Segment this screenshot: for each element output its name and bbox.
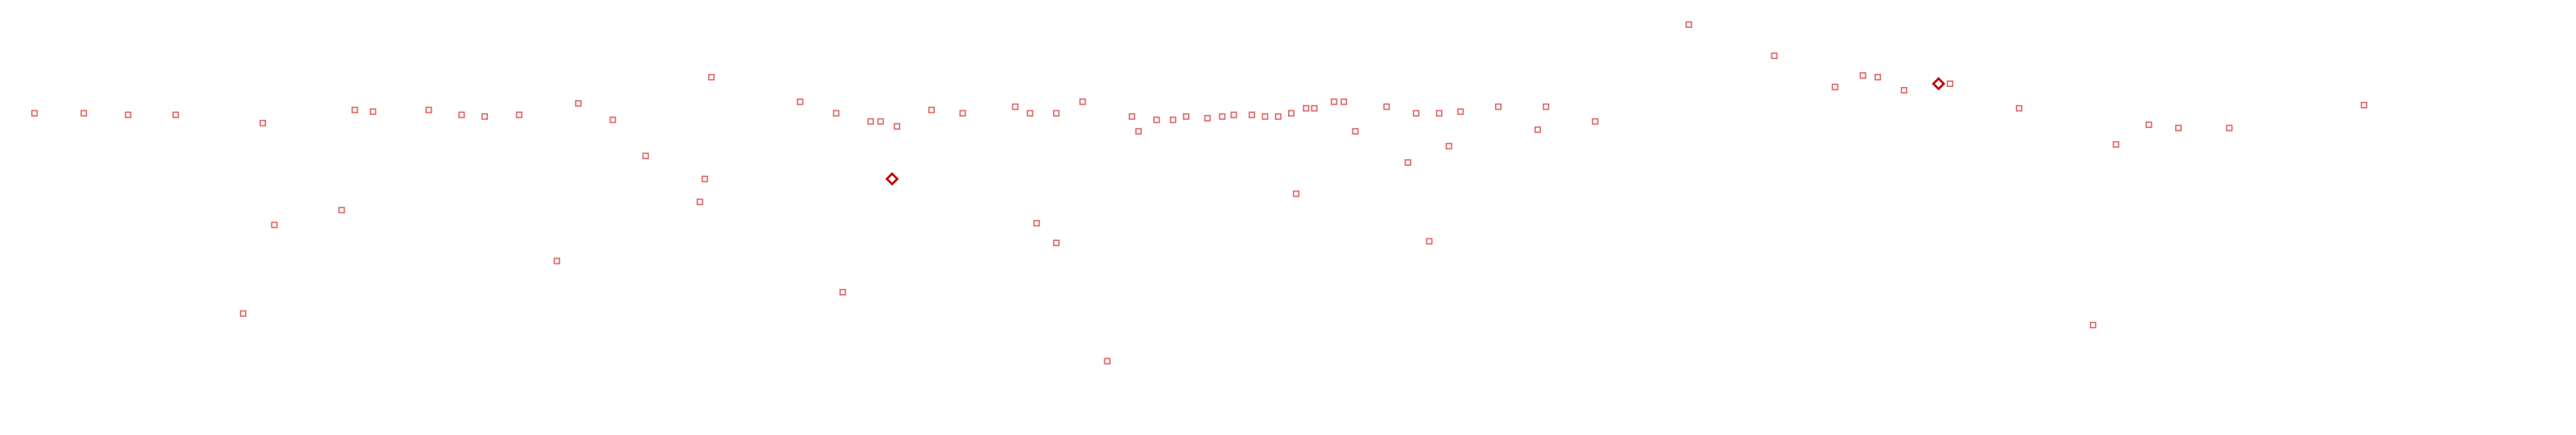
point [575, 100, 582, 107]
point [839, 289, 846, 296]
point [1685, 21, 1692, 29]
point [2146, 121, 2152, 129]
point [1230, 111, 1238, 118]
point [2015, 104, 2023, 112]
point [124, 111, 132, 118]
point [1274, 113, 1282, 120]
point [239, 310, 247, 318]
point [1946, 80, 1954, 87]
point [1288, 110, 1295, 117]
point [1104, 358, 1111, 365]
point [877, 117, 884, 125]
point [553, 258, 561, 264]
point [1135, 128, 1142, 135]
point [2226, 124, 2233, 131]
point [1405, 159, 1411, 166]
point [1900, 87, 1908, 94]
point [1383, 103, 1391, 110]
point [1248, 111, 1256, 118]
point [1592, 117, 1598, 125]
point [425, 106, 432, 114]
point [1351, 128, 1359, 135]
point [80, 110, 88, 117]
point [1859, 72, 1866, 79]
point [1153, 116, 1160, 124]
point [1771, 52, 1778, 59]
point [928, 106, 935, 114]
point [1052, 239, 1060, 246]
point [1128, 113, 1136, 120]
point [1026, 110, 1034, 117]
point [708, 73, 715, 81]
point [867, 117, 874, 125]
point [642, 152, 650, 159]
point [2360, 102, 2368, 109]
point [1436, 110, 1443, 117]
point [458, 111, 465, 118]
point [1303, 104, 1310, 112]
point [1457, 108, 1465, 116]
point [1445, 143, 1452, 150]
point [1340, 98, 1347, 105]
point [1218, 113, 1226, 120]
point [1033, 219, 1040, 227]
point [1170, 116, 1177, 124]
point [351, 106, 358, 114]
point [1183, 113, 1190, 120]
point [1542, 103, 1550, 110]
point [1495, 103, 1502, 110]
point [338, 206, 345, 214]
point [893, 123, 901, 130]
point [2112, 141, 2119, 148]
point [609, 116, 617, 124]
point [1412, 110, 1420, 117]
highlighted-point [1932, 77, 1945, 90]
point [696, 198, 704, 205]
point [370, 108, 377, 116]
point [1052, 110, 1060, 117]
point [1874, 73, 1881, 81]
point [1832, 84, 1839, 90]
point [1079, 98, 1086, 105]
point [1011, 103, 1019, 110]
point [1331, 98, 1338, 105]
point [1311, 104, 1318, 112]
point [959, 110, 966, 117]
point [516, 111, 523, 118]
point [30, 110, 38, 117]
point [172, 111, 179, 118]
point [832, 110, 840, 117]
highlighted-point [884, 171, 899, 186]
point [270, 221, 278, 229]
point [1261, 113, 1269, 120]
point [701, 175, 709, 183]
point [797, 98, 804, 105]
point [481, 113, 489, 120]
point [1292, 190, 1300, 197]
point [2175, 124, 2182, 131]
point [259, 119, 266, 127]
point [1534, 126, 1541, 133]
point [1425, 238, 1433, 245]
point [2089, 321, 2097, 329]
point [1204, 115, 1211, 122]
